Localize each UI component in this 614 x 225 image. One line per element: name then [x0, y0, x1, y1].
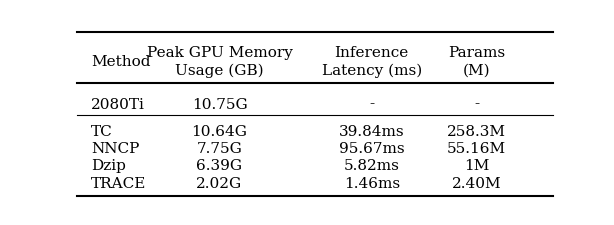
Text: 55.16M: 55.16M — [447, 141, 506, 155]
Text: -: - — [369, 97, 375, 111]
Text: 5.82ms: 5.82ms — [344, 159, 400, 173]
Text: Inference
Latency (ms): Inference Latency (ms) — [322, 46, 422, 77]
Text: 2080Ti: 2080Ti — [91, 97, 145, 111]
Text: 10.64G: 10.64G — [192, 124, 247, 138]
Text: Method: Method — [91, 55, 150, 69]
Text: 10.75G: 10.75G — [192, 97, 247, 111]
Text: Peak GPU Memory
Usage (GB): Peak GPU Memory Usage (GB) — [147, 46, 292, 77]
Text: TC: TC — [91, 124, 113, 138]
Text: 258.3M: 258.3M — [447, 124, 506, 138]
Text: -: - — [474, 97, 479, 111]
Text: 2.02G: 2.02G — [196, 176, 243, 190]
Text: Dzip: Dzip — [91, 159, 126, 173]
Text: 7.75G: 7.75G — [196, 141, 243, 155]
Text: NNCP: NNCP — [91, 141, 139, 155]
Text: 95.67ms: 95.67ms — [339, 141, 405, 155]
Text: Params
(M): Params (M) — [448, 46, 505, 77]
Text: 6.39G: 6.39G — [196, 159, 243, 173]
Text: TRACE: TRACE — [91, 176, 146, 190]
Text: 1.46ms: 1.46ms — [344, 176, 400, 190]
Text: 39.84ms: 39.84ms — [339, 124, 405, 138]
Text: 1M: 1M — [464, 159, 489, 173]
Text: 2.40M: 2.40M — [452, 176, 501, 190]
